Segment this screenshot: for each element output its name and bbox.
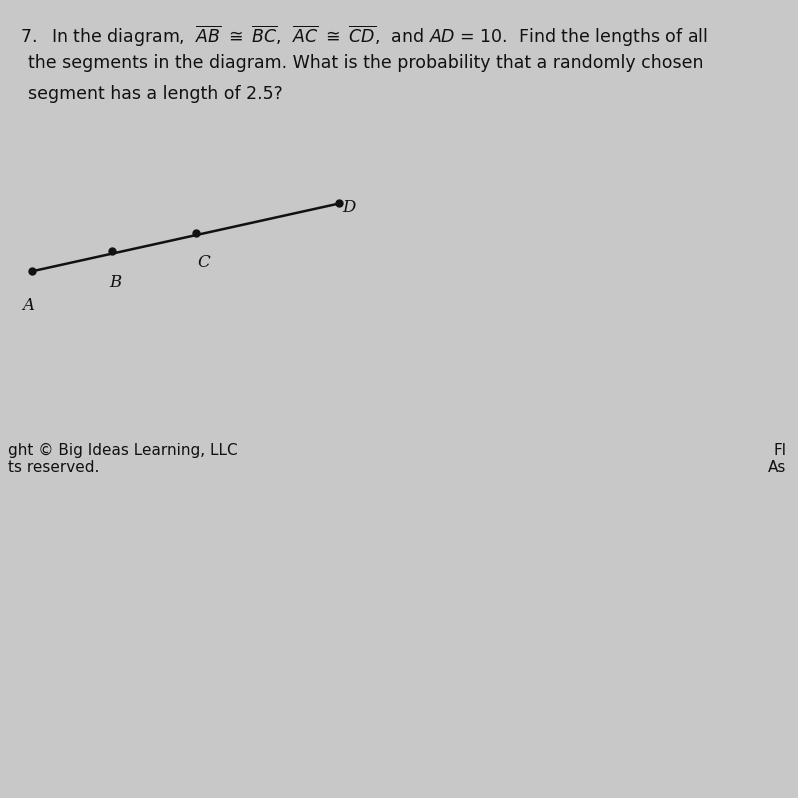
Text: $\mathit{7.}$  In the diagram,  $\overline{AB}$ $\cong$ $\overline{BC}$,  $\over: $\mathit{7.}$ In the diagram, $\overline… <box>20 24 708 49</box>
Text: B: B <box>109 274 122 290</box>
Text: A: A <box>22 297 34 314</box>
Text: Fl
As: Fl As <box>768 443 786 476</box>
Text: D: D <box>342 199 355 215</box>
Text: segment has a length of 2.5?: segment has a length of 2.5? <box>28 85 282 103</box>
Text: the segments in the diagram. What is the probability that a randomly chosen: the segments in the diagram. What is the… <box>28 54 703 73</box>
Text: C: C <box>197 254 210 271</box>
Text: ght © Big Ideas Learning, LLC
ts reserved.: ght © Big Ideas Learning, LLC ts reserve… <box>8 443 238 476</box>
